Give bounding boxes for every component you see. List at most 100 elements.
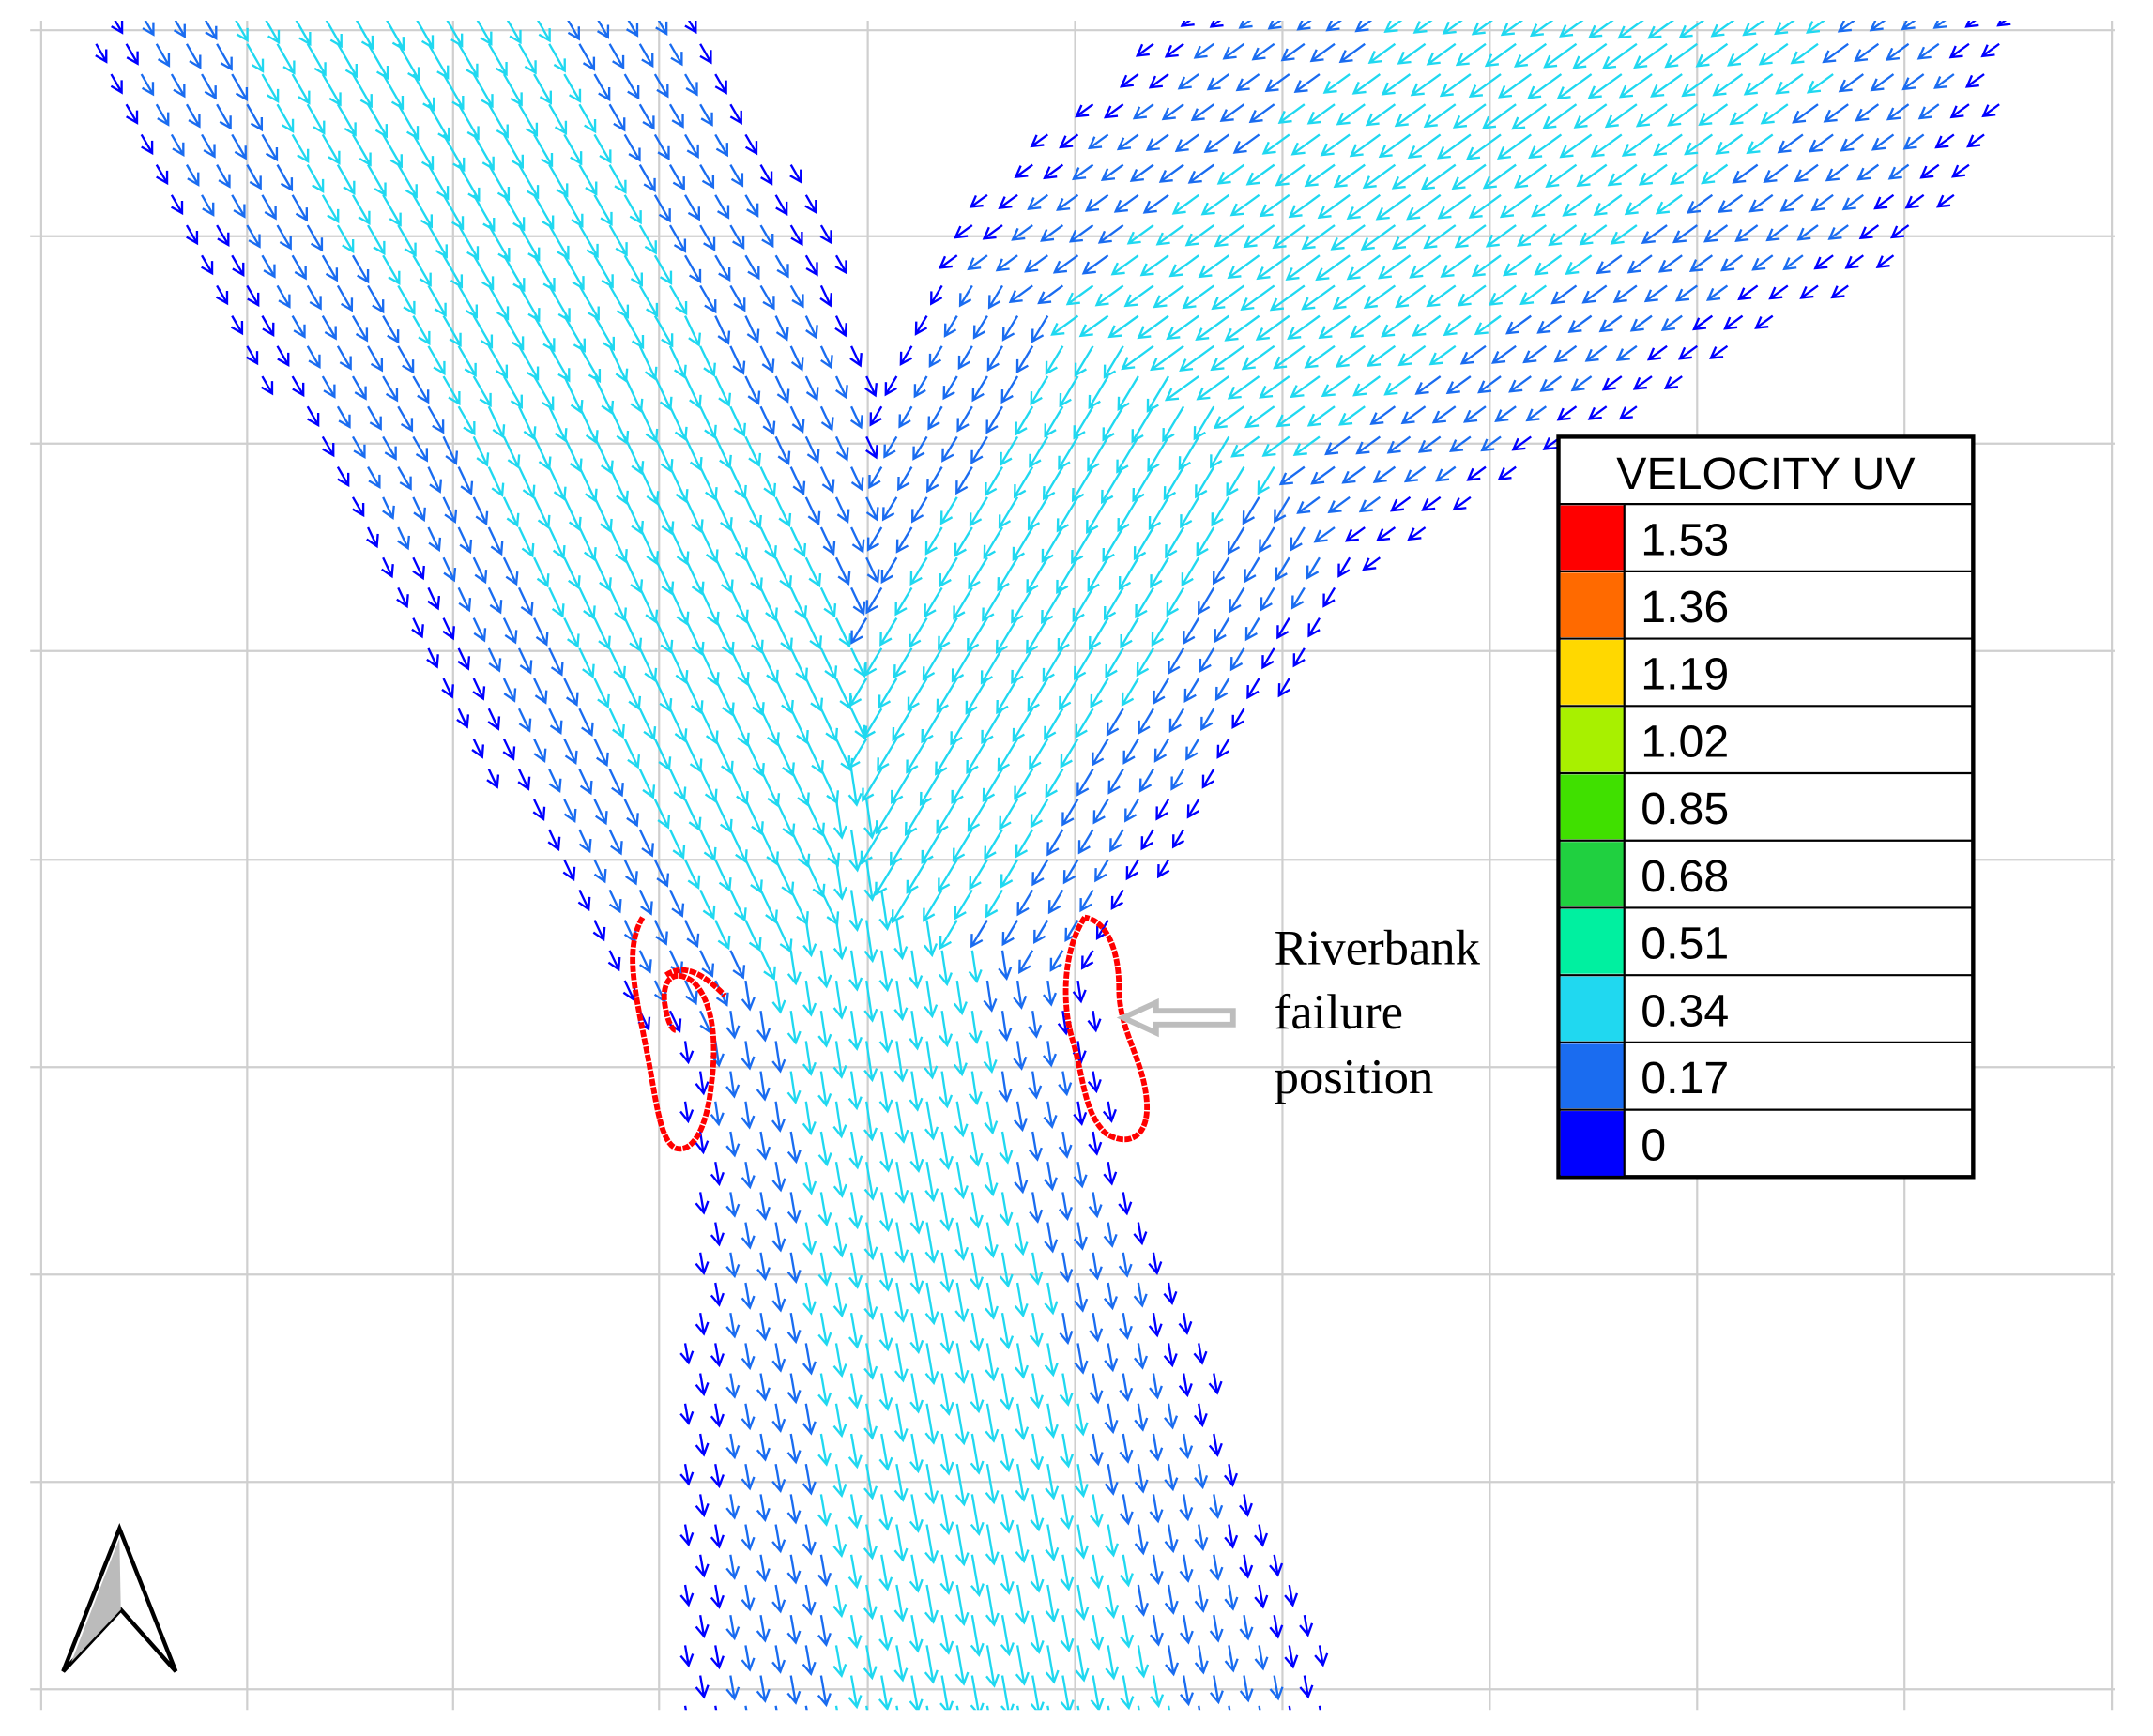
velocity-vector xyxy=(472,435,490,467)
velocity-vector xyxy=(774,194,788,217)
velocity-vector xyxy=(1244,617,1260,642)
velocity-vector xyxy=(1269,284,1306,312)
velocity-vector xyxy=(1106,708,1124,737)
velocity-vector xyxy=(969,496,988,527)
velocity-vector xyxy=(1556,73,1593,100)
velocity-vector xyxy=(276,345,290,368)
velocity-vector xyxy=(125,43,139,66)
velocity-vector xyxy=(893,1041,909,1083)
velocity-vector xyxy=(771,980,786,1014)
velocity-vector xyxy=(869,405,883,427)
velocity-vector xyxy=(397,103,420,141)
velocity-vector xyxy=(1635,103,1668,128)
velocity-vector xyxy=(909,1433,924,1474)
velocity-vector xyxy=(1146,375,1170,413)
velocity-vector xyxy=(1763,163,1789,184)
velocity-vector xyxy=(1806,73,1834,94)
velocity-vector xyxy=(1045,1464,1060,1500)
velocity-vector xyxy=(786,1554,802,1585)
velocity-vector xyxy=(336,43,358,79)
velocity-vector xyxy=(1180,496,1200,529)
velocity-vector xyxy=(1545,163,1578,189)
velocity-vector xyxy=(985,1343,1000,1382)
velocity-vector xyxy=(695,1494,710,1518)
velocity-vector xyxy=(1949,103,1970,119)
velocity-vector xyxy=(351,315,369,343)
velocity-vector xyxy=(684,73,698,97)
velocity-vector xyxy=(741,1041,756,1071)
velocity-vector xyxy=(1149,1433,1164,1462)
velocity-vector xyxy=(786,1494,802,1525)
velocity-vector xyxy=(699,466,718,502)
velocity-vector xyxy=(1044,405,1064,438)
velocity-vector xyxy=(1190,103,1214,122)
velocity-vector xyxy=(1292,435,1321,456)
velocity-vector xyxy=(683,980,698,1006)
velocity-vector xyxy=(276,103,295,133)
velocity-vector xyxy=(412,133,435,171)
velocity-vector xyxy=(457,586,472,613)
velocity-vector xyxy=(953,1041,968,1077)
velocity-vector xyxy=(1274,496,1290,524)
velocity-vector xyxy=(970,435,988,464)
velocity-vector xyxy=(608,224,628,257)
velocity-vector xyxy=(1275,556,1290,582)
velocity-vector xyxy=(155,164,169,186)
velocity-vector xyxy=(924,980,939,1019)
velocity-vector xyxy=(608,284,630,319)
velocity-vector xyxy=(804,435,820,464)
velocity-vector xyxy=(1059,133,1079,149)
velocity-vector xyxy=(1153,284,1184,309)
velocity-vector xyxy=(1647,20,1675,39)
velocity-vector xyxy=(924,1282,939,1326)
velocity-vector xyxy=(1164,42,1184,58)
velocity-vector xyxy=(1886,103,1910,121)
velocity-vector xyxy=(1121,678,1139,707)
velocity-vector xyxy=(1830,284,1849,299)
velocity-vector xyxy=(893,980,909,1022)
velocity-vector xyxy=(756,1373,771,1402)
velocity-vector xyxy=(699,708,719,745)
velocity-vector xyxy=(909,1131,924,1174)
velocity-vector xyxy=(578,769,593,796)
velocity-vector xyxy=(923,889,943,922)
velocity-vector xyxy=(1179,1554,1194,1583)
velocity-vector xyxy=(847,738,868,770)
velocity-vector xyxy=(1822,42,1849,64)
velocity-vector xyxy=(759,345,775,373)
velocity-vector xyxy=(668,224,687,253)
velocity-vector xyxy=(487,708,501,731)
velocity-vector xyxy=(1244,405,1275,429)
velocity-vector xyxy=(679,1464,695,1486)
velocity-vector xyxy=(1277,103,1306,124)
velocity-vector xyxy=(774,617,793,652)
velocity-vector xyxy=(1060,1614,1075,1652)
velocity-vector xyxy=(1517,224,1548,247)
velocity-vector xyxy=(1808,133,1834,153)
velocity-vector xyxy=(1014,163,1033,179)
velocity-vector xyxy=(895,526,913,554)
velocity-vector xyxy=(1392,224,1427,251)
velocity-vector xyxy=(230,315,244,336)
velocity-vector xyxy=(1245,163,1275,186)
velocity-vector xyxy=(1071,526,1094,565)
velocity-vector xyxy=(817,1071,832,1108)
velocity-vector xyxy=(1500,20,1524,37)
velocity-vector xyxy=(774,1705,778,1711)
velocity-vector xyxy=(985,1645,1000,1688)
velocity-vector xyxy=(442,194,465,231)
velocity-vector xyxy=(416,20,435,50)
velocity-vector xyxy=(710,1162,725,1187)
velocity-vector xyxy=(1235,73,1260,92)
velocity-vector xyxy=(608,103,626,132)
velocity-vector xyxy=(1135,586,1154,619)
velocity-vector xyxy=(1140,829,1154,851)
velocity-vector xyxy=(1015,1705,1020,1711)
velocity-vector xyxy=(729,769,749,806)
velocity-vector xyxy=(427,526,442,553)
velocity-vector xyxy=(983,526,1004,559)
velocity-vector xyxy=(351,496,365,518)
velocity-vector xyxy=(472,496,489,526)
velocity-vector xyxy=(246,284,260,308)
velocity-vector xyxy=(1588,20,1614,38)
